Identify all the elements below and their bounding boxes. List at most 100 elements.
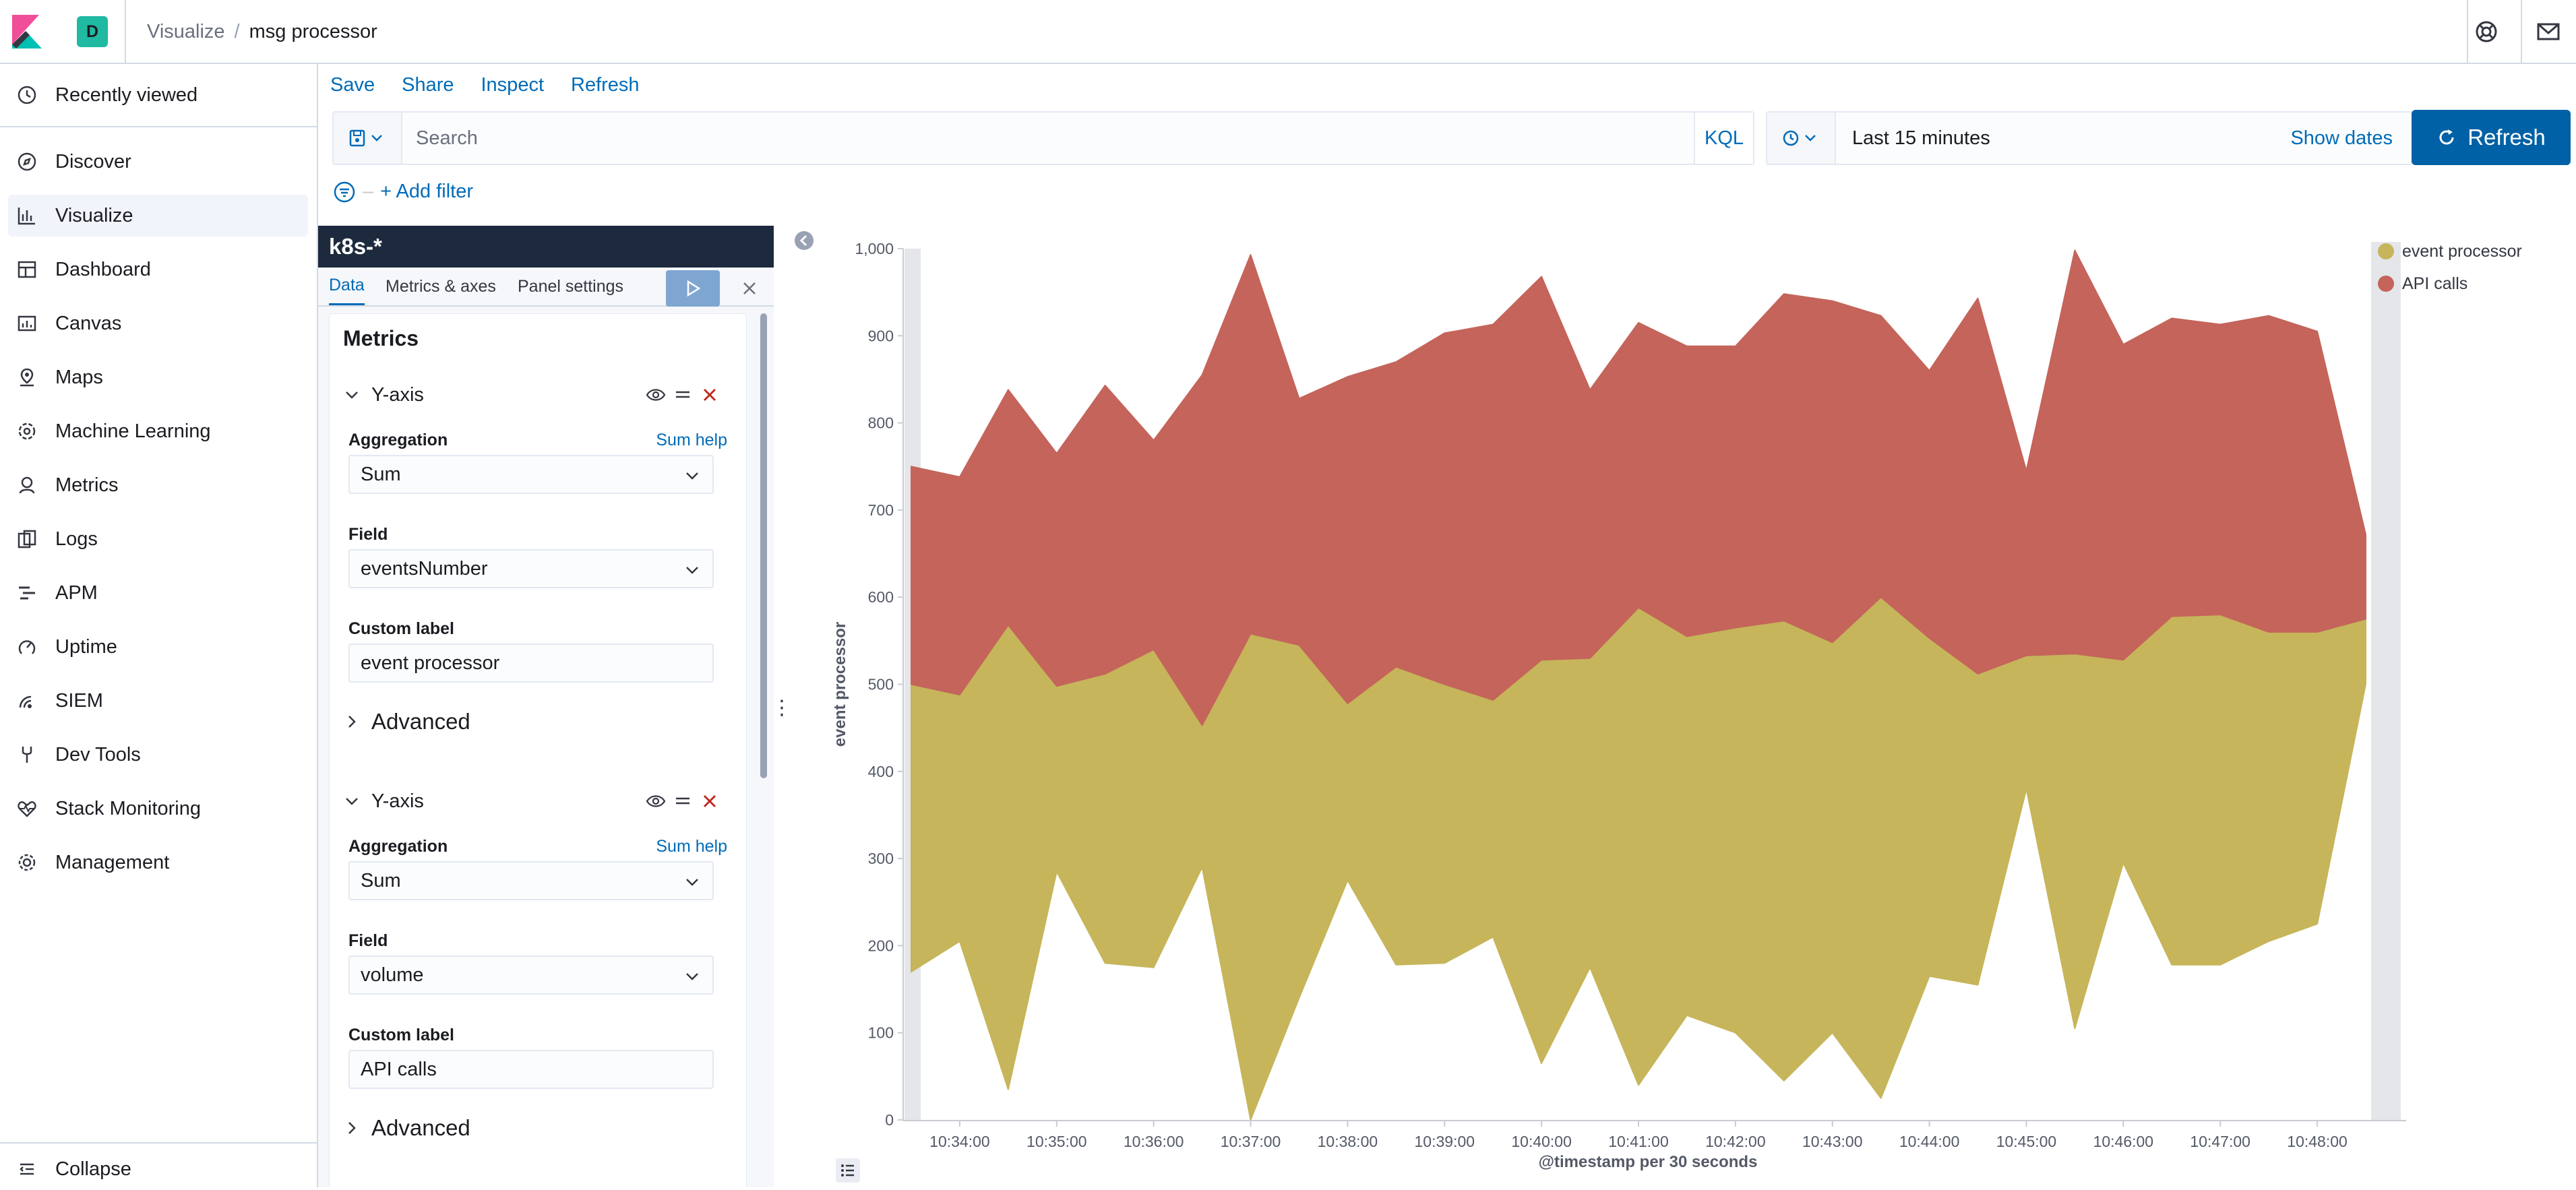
global-header: D Visualize / msg processor	[0, 0, 2576, 64]
breadcrumb-visualize[interactable]: Visualize	[147, 21, 225, 42]
editor-scrollbar[interactable]	[760, 313, 767, 778]
tab-panel-settings[interactable]: Panel settings	[518, 276, 624, 296]
nav-recently-viewed[interactable]: Recently viewed	[8, 74, 308, 116]
advanced-toggle[interactable]: Advanced	[343, 705, 470, 739]
collapse-editor-icon[interactable]	[793, 229, 816, 252]
legend-swatch[interactable]	[2378, 243, 2394, 259]
side-navigation: Recently viewed Discover Visualize Dashb…	[0, 64, 318, 1187]
custom-label-input[interactable]	[348, 644, 714, 683]
space-avatar[interactable]: D	[77, 16, 108, 47]
add-filter-button[interactable]: + Add filter	[380, 181, 473, 202]
chevron-right-icon	[348, 716, 356, 728]
tab-data[interactable]: Data	[329, 268, 365, 305]
drag-handle-icon[interactable]	[672, 384, 694, 406]
time-range-label[interactable]: Last 15 minutes	[1852, 127, 1990, 149]
nav-item-metrics[interactable]: Metrics	[8, 464, 308, 506]
eye-icon[interactable]	[645, 384, 667, 406]
search-input[interactable]	[416, 113, 1346, 164]
custom-label-input[interactable]	[348, 1050, 714, 1089]
nav-item-canvas[interactable]: Canvas	[8, 303, 308, 344]
apply-changes-button[interactable]	[666, 270, 720, 307]
chevron-down-icon	[686, 973, 698, 980]
help-icon[interactable]	[2472, 18, 2501, 46]
nav-item-machine-learning[interactable]: Machine Learning	[8, 410, 308, 452]
legend-swatch[interactable]	[2378, 276, 2394, 292]
breadcrumb-separator: /	[234, 21, 240, 42]
nav-item-dashboard[interactable]: Dashboard	[8, 249, 308, 290]
aggregation-select[interactable]: Sum	[348, 861, 714, 900]
logs-icon	[18, 530, 36, 549]
discard-changes-button[interactable]	[731, 270, 768, 307]
nav-item-logs[interactable]: Logs	[8, 518, 308, 560]
nav-item-maps[interactable]: Maps	[8, 356, 308, 398]
panel-resize-handle[interactable]: ⋮	[772, 696, 792, 719]
nav-item-siem[interactable]: SIEM	[8, 680, 308, 722]
inspect-button[interactable]: Inspect	[481, 74, 545, 96]
query-bar: KQL	[332, 111, 1754, 165]
series-area-api-calls[interactable]	[911, 249, 2366, 726]
remove-icon[interactable]	[699, 790, 720, 812]
saved-query-icon	[349, 129, 382, 147]
remove-icon[interactable]	[699, 384, 720, 406]
advanced-toggle[interactable]: Advanced	[343, 1111, 470, 1145]
nav-divider	[0, 1142, 318, 1144]
tab-metrics-axes[interactable]: Metrics & axes	[386, 276, 496, 296]
siem-icon	[19, 695, 32, 708]
filter-options-icon[interactable]	[333, 181, 356, 203]
nav-item-discover[interactable]: Discover	[8, 141, 308, 183]
save-button[interactable]: Save	[330, 74, 375, 96]
show-dates-button[interactable]: Show dates	[2290, 127, 2393, 149]
saved-query-button[interactable]	[334, 113, 402, 164]
nav-label: Recently viewed	[55, 84, 198, 106]
nav-item-visualize[interactable]: Visualize	[8, 195, 308, 237]
metric-actions	[640, 790, 720, 812]
chevron-right-icon	[348, 1122, 356, 1134]
nav-item-uptime[interactable]: Uptime	[8, 626, 308, 668]
nav-label: Dashboard	[55, 258, 151, 280]
y-tick-label: 400	[868, 763, 894, 780]
series-area-event-processor[interactable]	[911, 596, 2366, 1121]
y-axis-title: Y-axis	[371, 790, 424, 812]
quick-select-button[interactable]	[1767, 113, 1836, 164]
drag-handle-icon[interactable]	[672, 790, 694, 812]
nav-item-stack-monitoring[interactable]: Stack Monitoring	[8, 788, 308, 829]
calendar-clock-icon	[1783, 130, 1816, 146]
x-tick-label: 10:39:00	[1415, 1133, 1475, 1150]
field-label: Field	[348, 525, 388, 544]
nav-item-apm[interactable]: APM	[8, 572, 308, 614]
legend-toggle-icon[interactable]	[834, 1157, 861, 1184]
nav-item-dev-tools[interactable]: Dev Tools	[8, 734, 308, 776]
nav-label: Collapse	[55, 1158, 131, 1180]
mail-icon[interactable]	[2534, 18, 2563, 46]
y-axis-accordion-toggle[interactable]: Y-axis	[343, 378, 734, 412]
aggregation-label: Aggregation	[348, 431, 448, 449]
kibana-logo-icon[interactable]	[12, 15, 42, 49]
legend-label[interactable]: event processor	[2402, 242, 2522, 261]
nav-label: SIEM	[55, 689, 103, 712]
eye-icon[interactable]	[645, 790, 667, 812]
field-value: eventsNumber	[361, 557, 488, 580]
aggregation-select[interactable]: Sum	[348, 455, 714, 494]
legend-label[interactable]: API calls	[2402, 274, 2467, 293]
nav-item-management[interactable]: Management	[8, 842, 308, 883]
refresh-button[interactable]: Refresh	[2412, 110, 2571, 165]
field-select[interactable]: eventsNumber	[348, 549, 714, 588]
filter-bar: – + Add filter	[333, 177, 473, 207]
y-tick-label: 500	[868, 676, 894, 693]
y-axis-accordion-toggle[interactable]: Y-axis	[343, 784, 734, 818]
top-menu: Save Share Inspect Refresh	[330, 74, 667, 101]
field-select[interactable]: volume	[348, 956, 714, 995]
x-tick-label: 10:44:00	[1899, 1133, 1960, 1150]
kql-toggle-button[interactable]: KQL	[1694, 113, 1753, 164]
header-divider	[2467, 0, 2468, 64]
menu-refresh-button[interactable]: Refresh	[571, 74, 640, 96]
share-button[interactable]: Share	[402, 74, 454, 96]
nav-collapse-button[interactable]: Collapse	[8, 1148, 308, 1190]
dev-tools-icon	[22, 747, 32, 763]
x-tick-label: 10:41:00	[1608, 1133, 1669, 1150]
editor-scroll-area[interactable]: Metrics Y-axis Aggregation Sum help Sum	[318, 307, 774, 1187]
close-icon	[743, 282, 756, 294]
sum-help-link[interactable]: Sum help	[656, 431, 727, 449]
sum-help-link[interactable]: Sum help	[656, 837, 727, 856]
nav-label: Canvas	[55, 312, 122, 334]
